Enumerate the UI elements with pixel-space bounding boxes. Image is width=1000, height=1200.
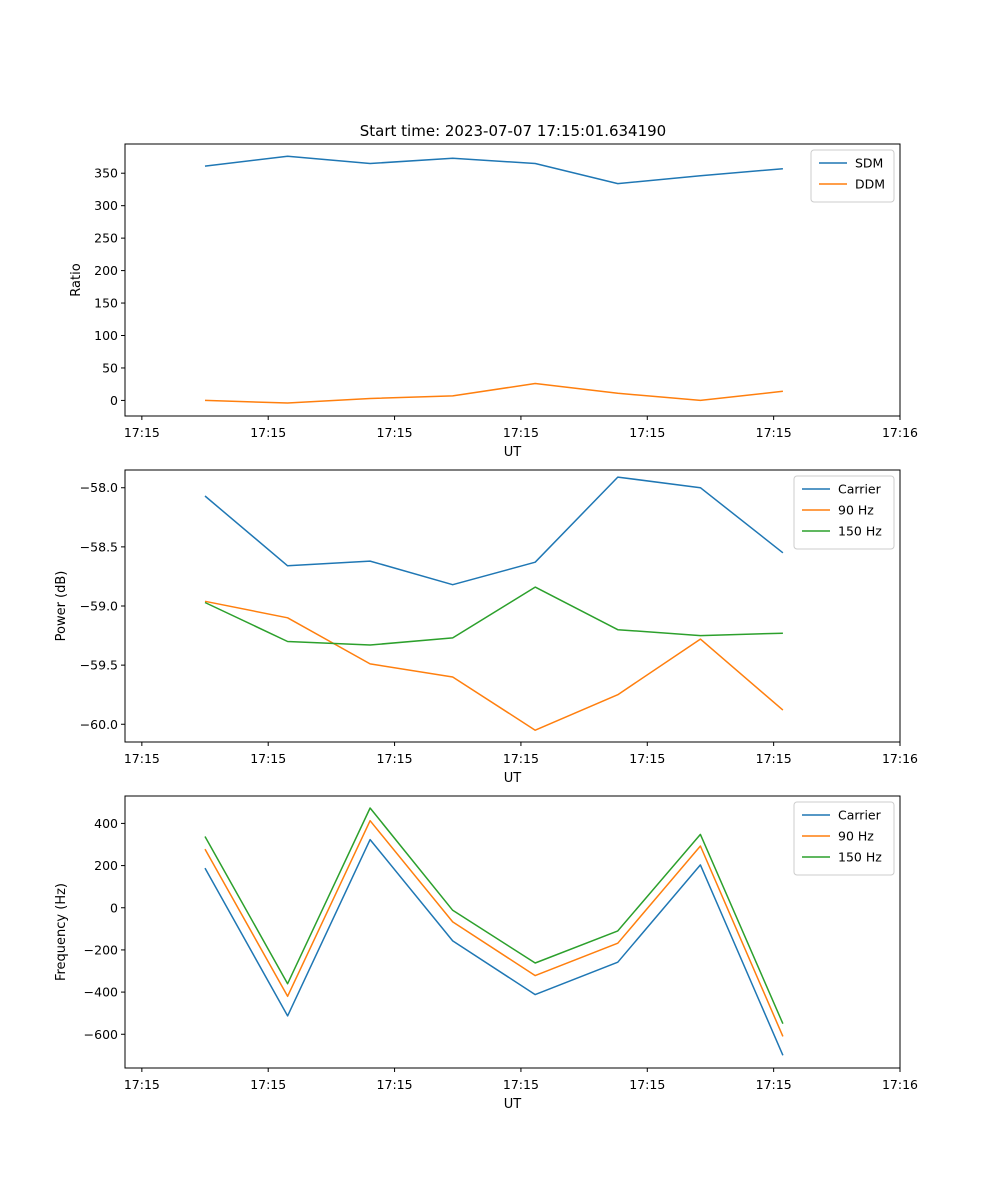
x-tick-label: 17:15 <box>629 1077 665 1092</box>
y-tick-label: −60.0 <box>80 717 118 732</box>
figure-title: Start time: 2023-07-07 17:15:01.634190 <box>360 122 666 140</box>
chart-panel-1: 0 50 100 150 200 250 300 350 17:15 17:15 17:15 17:1… <box>69 143 918 460</box>
y-tick-label: 200 <box>94 858 118 873</box>
axes-frame <box>124 143 901 417</box>
x-tick-label: 17:16 <box>882 751 918 766</box>
x-axis-label: UT <box>504 771 522 786</box>
x-tick-label: 17:15 <box>629 425 665 440</box>
axes-frame <box>124 795 901 1069</box>
x-tick-label: 17:15 <box>503 751 539 766</box>
y-tick-label: −59.0 <box>80 599 118 614</box>
x-tick-label: 17:15 <box>124 425 160 440</box>
y-axis-label: Ratio <box>69 263 84 296</box>
legend-label: SDM <box>855 156 883 171</box>
series-line-90-hz <box>204 600 784 731</box>
y-tick-label: −600 <box>84 1027 118 1042</box>
y-tick-label: 0 <box>110 393 118 408</box>
legend-label: 150 Hz <box>838 524 882 539</box>
series-line-ddm <box>204 382 783 404</box>
x-tick-label: 17:15 <box>377 425 413 440</box>
legend-label: 150 Hz <box>838 850 882 865</box>
x-tick-label: 17:15 <box>503 425 539 440</box>
y-axis-label: Frequency (Hz) <box>54 883 69 981</box>
y-tick-label: 150 <box>94 296 118 311</box>
y-tick-label: 300 <box>94 198 118 213</box>
y-tick-label: −58.0 <box>80 480 118 495</box>
x-tick-label: 17:15 <box>377 751 413 766</box>
legend-label: 90 Hz <box>838 829 874 844</box>
x-tick-label: 17:15 <box>124 751 160 766</box>
x-tick-label: 17:15 <box>629 751 665 766</box>
chart-panel-2: −60.0 −59.5 −59.0 −58.5 −58.0 17:15 17:15 17:15… <box>54 469 918 786</box>
y-tick-label: 400 <box>94 816 118 831</box>
panels: 0 50 100 150 200 250 300 350 17:15 17:15 17:15 17:1… <box>54 143 918 1112</box>
chart-panel-3: −600 −400 −200 0 200 400 17:15 17:15 17:15 17:15 1… <box>54 795 918 1112</box>
x-tick-label: 17:15 <box>756 1077 792 1092</box>
y-tick-label: 250 <box>94 231 118 246</box>
x-tick-label: 17:16 <box>882 425 918 440</box>
series-line-carrier <box>204 476 784 586</box>
y-tick-label: −58.5 <box>80 539 118 554</box>
y-tick-label: 50 <box>102 360 118 375</box>
y-tick-label: −200 <box>84 942 118 957</box>
x-tick-label: 17:15 <box>250 1077 286 1092</box>
legend: SDM DDM <box>810 149 895 203</box>
y-tick-label: 100 <box>94 328 118 343</box>
x-axis-label: UT <box>504 1097 522 1112</box>
legend: Carrier 90 Hz 150 Hz <box>793 801 895 876</box>
x-tick-label: 17:16 <box>882 1077 918 1092</box>
series-line-150-hz <box>204 586 783 646</box>
x-tick-label: 17:15 <box>377 1077 413 1092</box>
x-tick-label: 17:15 <box>250 425 286 440</box>
x-tick-label: 17:15 <box>756 751 792 766</box>
x-axis-label: UT <box>504 445 522 460</box>
legend-label: DDM <box>855 177 885 192</box>
legend-label: Carrier <box>838 808 882 823</box>
legend: Carrier 90 Hz 150 Hz <box>793 475 895 550</box>
x-tick-label: 17:15 <box>503 1077 539 1092</box>
series-line-carrier <box>204 838 784 1056</box>
series-line-90-hz <box>204 819 784 1037</box>
y-tick-label: −400 <box>84 985 118 1000</box>
y-tick-label: 350 <box>94 166 118 181</box>
legend-label: 90 Hz <box>838 503 874 518</box>
x-tick-label: 17:15 <box>250 751 286 766</box>
y-axis-label: Power (dB) <box>54 571 69 642</box>
y-tick-label: 0 <box>110 900 118 915</box>
series-line-150-hz <box>204 807 784 1024</box>
axes-frame <box>124 469 901 743</box>
x-tick-label: 17:15 <box>756 425 792 440</box>
y-tick-label: 200 <box>94 263 118 278</box>
series-line-sdm <box>204 155 783 185</box>
x-tick-label: 17:15 <box>124 1077 160 1092</box>
y-tick-label: −59.5 <box>80 658 118 673</box>
legend-label: Carrier <box>838 482 882 497</box>
